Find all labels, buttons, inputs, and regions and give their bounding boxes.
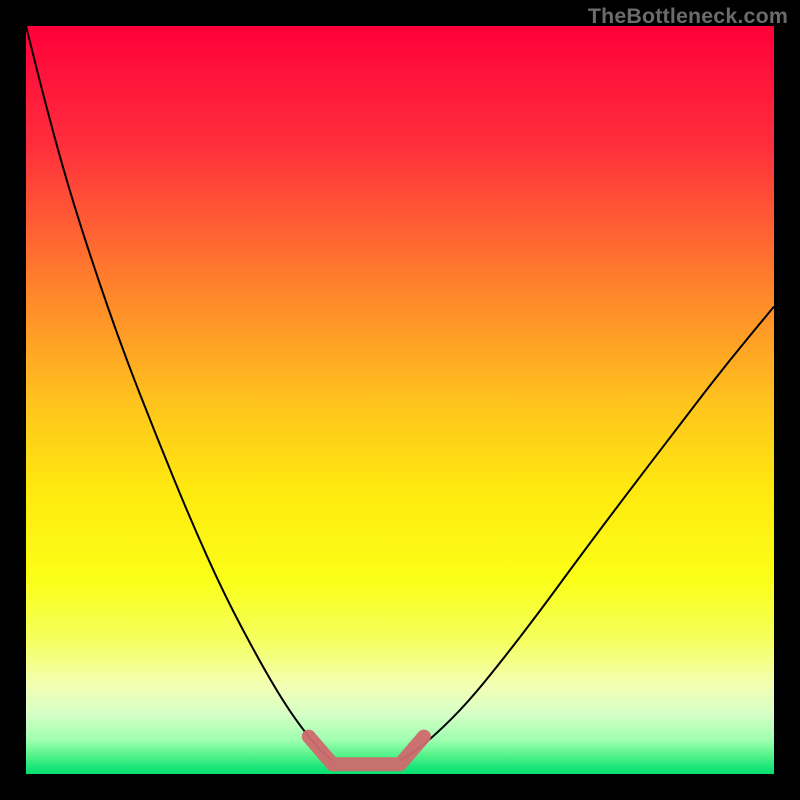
- watermark-text: TheBottleneck.com: [588, 4, 788, 29]
- bottleneck-chart: [0, 0, 800, 800]
- chart-stage: TheBottleneck.com: [0, 0, 800, 800]
- plot-background: [26, 26, 774, 774]
